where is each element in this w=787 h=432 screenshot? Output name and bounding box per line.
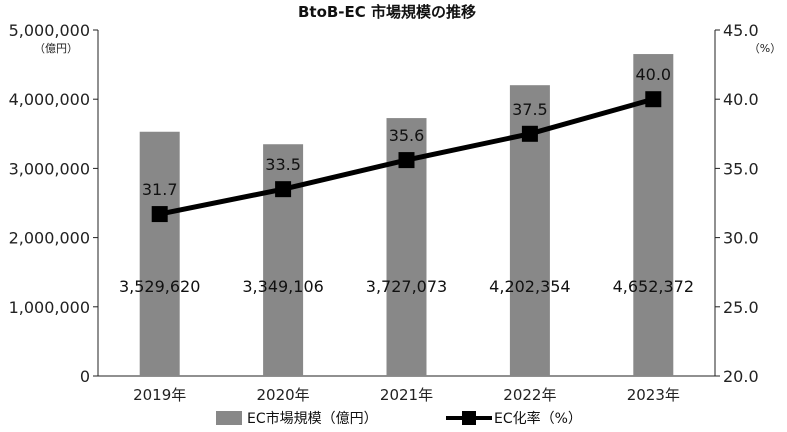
left-tick-label: 5,000,000 <box>9 21 90 40</box>
left-tick-label: 3,000,000 <box>9 159 90 178</box>
line-point-marker <box>645 91 662 108</box>
legend-line-marker <box>462 411 476 425</box>
left-tick-label: 0 <box>80 367 90 386</box>
category-label: 2019年 <box>133 386 186 404</box>
line-value-label: 37.5 <box>512 100 548 119</box>
category-label: 2020年 <box>257 386 310 404</box>
line-value-label: 31.7 <box>142 180 178 199</box>
legend-bar-label: EC市場規模（億円） <box>247 410 378 427</box>
category-label: 2021年 <box>380 386 433 404</box>
line-point-marker <box>398 152 415 169</box>
line-point-marker <box>275 181 292 198</box>
bar <box>139 131 180 376</box>
right-tick-label: 40.0 <box>723 90 759 109</box>
bar-series <box>139 54 674 377</box>
legend-line-label: EC化率（%） <box>494 410 582 427</box>
left-tick-label: 4,000,000 <box>9 90 90 109</box>
bar <box>633 54 674 377</box>
right-tick-label: 30.0 <box>723 229 759 248</box>
left-tick-label: 1,000,000 <box>9 298 90 317</box>
left-axis-unit: （億円） <box>34 42 78 55</box>
right-tick-label: 35.0 <box>723 159 759 178</box>
line-value-label: 40.0 <box>635 65 671 84</box>
bar-data-labels: 3,529,620 3,349,106 3,727,073 4,202,354 4,65… <box>119 277 694 296</box>
line-series: 31.7 33.5 35.6 37.5 40.0 <box>142 65 671 223</box>
right-tick-label: 45.0 <box>723 21 759 40</box>
bar-value-label: 3,727,073 <box>366 277 447 296</box>
chart-title: BtoB-EC 市場規模の推移 <box>298 3 476 21</box>
bar-value-label: 4,652,372 <box>613 277 694 296</box>
left-tick-label: 2,000,000 <box>9 229 90 248</box>
line-point-marker <box>521 125 538 142</box>
right-axis-ticks: 20.0 25.0 30.0 35.0 40.0 45.0 <box>715 21 759 386</box>
left-axis-ticks: 0 1,000,000 2,000,000 3,000,000 4,000,000 5,0… <box>9 21 98 386</box>
line-value-label: 35.6 <box>389 126 425 145</box>
bar-value-label: 3,349,106 <box>242 277 323 296</box>
right-axis-unit: （%） <box>749 42 781 55</box>
bar-value-label: 4,202,354 <box>489 277 570 296</box>
category-label: 2023年 <box>627 386 680 404</box>
category-axis-labels: 2019年 2020年 2021年 2022年 2023年 <box>133 386 680 404</box>
right-tick-label: 25.0 <box>723 298 759 317</box>
line-point-marker <box>151 206 168 223</box>
line-value-label: 33.5 <box>265 155 301 174</box>
bar-value-label: 3,529,620 <box>119 277 200 296</box>
legend-bar-swatch <box>216 411 242 425</box>
right-tick-label: 20.0 <box>723 367 759 386</box>
category-label: 2022年 <box>503 386 556 404</box>
bar <box>263 144 304 376</box>
legend: EC市場規模（億円） EC化率（%） <box>216 410 582 427</box>
